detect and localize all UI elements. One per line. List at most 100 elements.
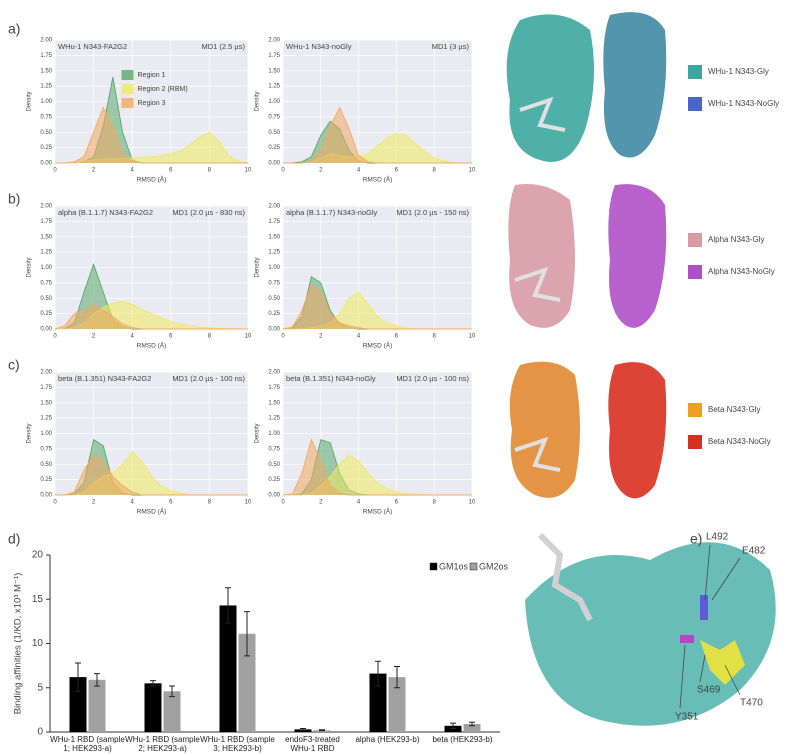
y-tick-label: 0.50 (40, 296, 52, 302)
legend-swatch (121, 84, 134, 94)
y-tick-label: 20 (32, 550, 44, 561)
bar (369, 673, 387, 732)
y-tick-label: 0.25 (268, 311, 280, 317)
x-axis-label: RMSD (Å) (363, 507, 393, 516)
bar (144, 683, 162, 732)
error-bar (169, 685, 175, 698)
y-tick-label: 1.00 (40, 99, 52, 105)
residue-stick (680, 635, 694, 643)
density-line (283, 106, 472, 164)
residue-label: L492 (706, 532, 729, 543)
bar (463, 724, 481, 732)
legend-swatch (688, 265, 702, 279)
x-tick-label: 0 (281, 168, 285, 174)
y-tick-label: 2.00 (40, 38, 52, 44)
leader-line (724, 664, 741, 696)
y-tick-label: 0.50 (268, 296, 280, 302)
leader-line (704, 544, 711, 601)
glycan (514, 266, 561, 302)
y-tick-label: 1.75 (40, 385, 52, 391)
x-tick-label: 6 (169, 500, 173, 506)
y-tick-label: 1.25 (40, 416, 52, 422)
x-tick-label: beta (HEK293-b) (432, 735, 493, 744)
protein-structure (508, 184, 575, 328)
y-tick-label: 0.75 (268, 280, 280, 286)
y-tick-label: 1.25 (40, 84, 52, 90)
x-tick-label: 10 (245, 500, 252, 506)
y-tick-label: 0.75 (40, 114, 52, 120)
y-tick-label: 0.00 (268, 161, 280, 167)
y-tick-label: 1.00 (40, 431, 52, 437)
leader-line (679, 644, 686, 709)
error-bar (225, 587, 231, 624)
glycan (519, 96, 566, 132)
y-tick-label: 1.00 (40, 265, 52, 271)
protein-structure (509, 361, 580, 498)
annotation: MD1 (2.0 µs - 150 ns) (396, 208, 469, 217)
area-fill (283, 107, 472, 163)
y-tick-label: 0 (37, 727, 43, 738)
y-tick-label: 10 (32, 638, 44, 649)
error-bar (244, 611, 250, 657)
annotation: MD1 (2.5 µs) (202, 42, 246, 51)
x-axis-label: RMSD (Å) (137, 507, 167, 516)
legend-label: Beta N343-NoGly (708, 437, 771, 446)
structures (506, 12, 776, 726)
y-tick-label: 2.00 (40, 370, 52, 376)
error-bar (300, 727, 306, 731)
x-tick-label: 8 (208, 500, 212, 506)
annotation: MD1 (3 µs) (432, 42, 470, 51)
x-tick-label: 2 (319, 500, 323, 506)
y-tick-label: 0.50 (40, 462, 52, 468)
y-tick-label: 0.00 (40, 161, 52, 167)
leader-line (711, 557, 741, 601)
error-bar (394, 666, 400, 689)
x-tick-label: 0 (53, 500, 57, 506)
panel-label: a) (8, 21, 20, 37)
legend-label: Alpha N343-NoGly (708, 267, 775, 276)
legend-label: Region 3 (138, 100, 166, 107)
y-axis-label: Density (255, 423, 261, 443)
y-tick-label: 1.75 (268, 385, 280, 391)
y-tick-label: 0.25 (268, 145, 280, 151)
density-line (55, 106, 248, 164)
legend-swatch (688, 435, 702, 449)
x-axis-label: RMSD (Å) (137, 175, 167, 184)
y-tick-label: 1.50 (40, 68, 52, 74)
y-axis-label: Density (27, 423, 33, 443)
x-axis-label: RMSD (Å) (363, 341, 393, 350)
annotation: MD1 (2.0 µs - 100 ns) (396, 374, 469, 383)
error-bar (450, 722, 456, 729)
legend-label: GM2os (479, 561, 509, 571)
x-tick-label: 2 (319, 334, 323, 340)
y-tick-label: 2.00 (268, 370, 280, 376)
glycan (514, 436, 561, 472)
area-fill (55, 455, 248, 495)
x-tick-label: 4 (131, 334, 135, 340)
legend-label: Region 2 (RBM) (138, 86, 188, 93)
y-tick-label: 0.75 (40, 280, 52, 286)
x-tick-label: 2 (92, 334, 96, 340)
panel-label: c) (8, 357, 20, 373)
legend-swatch (688, 97, 702, 111)
error-bar (150, 680, 156, 687)
x-tick-label: 10 (469, 168, 476, 174)
area-fill (283, 439, 472, 495)
y-tick-label: 0.00 (40, 493, 52, 499)
y-tick-label: 1.25 (40, 250, 52, 256)
x-tick-label: 4 (357, 334, 361, 340)
glycan (537, 532, 593, 622)
x-tick-label: 2 (92, 500, 96, 506)
residue-stick (700, 640, 745, 685)
legend-swatch (469, 562, 478, 571)
annotation: MD1 (2.0 µs - 830 ns) (172, 208, 245, 217)
y-tick-label: 0.50 (40, 130, 52, 136)
x-tick-label: 6 (169, 334, 173, 340)
area-fill (283, 292, 472, 329)
chart-title: alpha (B.1.1.7) N343-noGly (286, 208, 378, 217)
y-tick-label: 0.00 (268, 493, 280, 499)
y-tick-label: 1.00 (268, 265, 280, 271)
legend-swatch (688, 233, 702, 247)
